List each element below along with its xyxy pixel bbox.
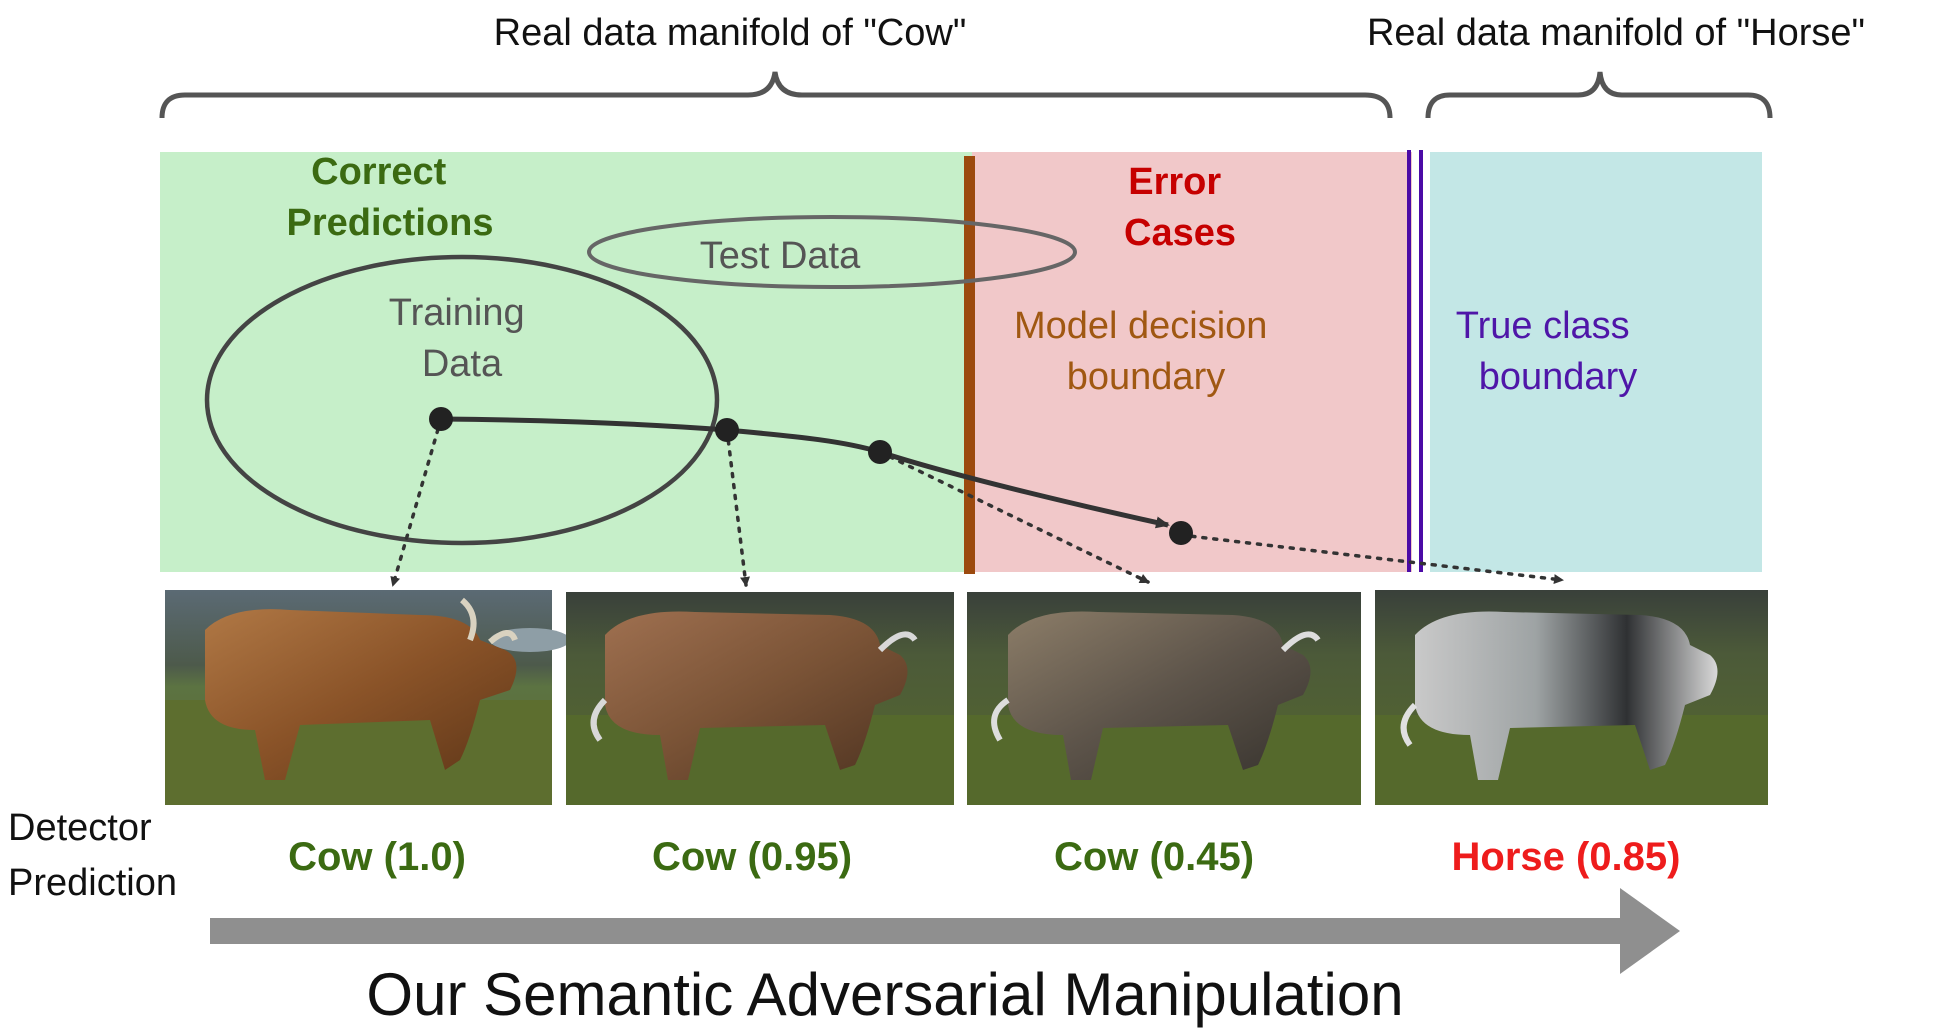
trajectory-point-4 — [1169, 521, 1193, 545]
manipulation-arrow — [210, 888, 1680, 974]
cow-image-1 — [165, 590, 570, 805]
projection-line-4 — [1179, 533, 1564, 585]
true-boundary-line1: True class — [1456, 305, 1630, 347]
horse-image-4 — [1375, 590, 1768, 805]
horse-manifold-label: Real data manifold of "Horse" — [1367, 12, 1865, 54]
true-boundary-line2: boundary — [1479, 356, 1637, 398]
test-data-ellipse — [587, 215, 1077, 289]
model-decision-boundary-label: Model decision boundary — [1014, 305, 1278, 398]
detector-label-line2: Prediction — [8, 862, 177, 904]
model-boundary-line2: boundary — [1067, 356, 1225, 398]
horse-manifold-brace — [1425, 71, 1773, 119]
model-boundary-line1: Model decision — [1014, 305, 1267, 347]
error-label-line2: Cases — [1124, 212, 1236, 254]
trajectory-point-2 — [715, 418, 739, 442]
training-label-line2: Data — [422, 343, 503, 385]
manipulation-trajectory — [440, 416, 1170, 529]
prediction-2: Cow (0.95) — [652, 835, 852, 879]
cow-image-2 — [566, 592, 954, 805]
projection-line-1 — [390, 417, 443, 587]
test-data-label: Test Data — [700, 235, 861, 277]
correct-predictions-region — [160, 152, 972, 572]
training-point — [429, 407, 453, 431]
detector-label-line1: Detector — [8, 807, 152, 849]
correct-label-line2: Predictions — [287, 202, 494, 244]
correct-predictions-label: Correct Predictions — [287, 151, 494, 244]
error-label-line1: Error — [1128, 161, 1221, 203]
model-decision-boundary-line — [964, 156, 975, 574]
cow-manifold-brace — [159, 71, 1393, 119]
prediction-4: Horse (0.85) — [1452, 835, 1681, 879]
manipulation-caption: Our Semantic Adversarial Manipulation — [366, 961, 1403, 1028]
training-label-line1: Training — [389, 292, 525, 334]
trajectory-point-3 — [868, 440, 892, 464]
projection-line-2 — [725, 428, 750, 587]
error-cases-region — [972, 152, 1412, 572]
cow-manifold-label: Real data manifold of "Cow" — [494, 12, 967, 54]
horse-region — [1430, 152, 1762, 572]
detector-prediction-label: Detector Prediction — [8, 807, 177, 904]
prediction-3: Cow (0.45) — [1054, 835, 1254, 879]
training-data-ellipse — [204, 254, 720, 546]
prediction-1: Cow (1.0) — [288, 835, 466, 879]
cow-image-3 — [967, 592, 1361, 805]
true-class-boundary-label: True class boundary — [1456, 305, 1640, 398]
correct-label-line1: Correct — [311, 151, 446, 193]
training-data-label: Training Data — [389, 292, 535, 385]
error-cases-label: Error Cases — [1124, 161, 1236, 254]
